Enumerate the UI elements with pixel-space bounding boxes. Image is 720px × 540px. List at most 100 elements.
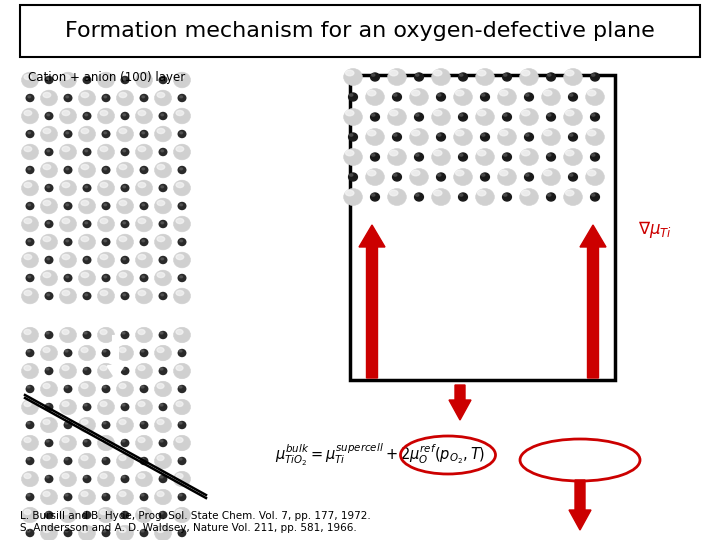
Ellipse shape <box>569 133 577 141</box>
Ellipse shape <box>119 237 127 241</box>
Ellipse shape <box>138 75 145 79</box>
Ellipse shape <box>119 92 127 98</box>
Ellipse shape <box>27 458 30 460</box>
Ellipse shape <box>155 270 171 286</box>
Ellipse shape <box>179 457 186 464</box>
Ellipse shape <box>43 92 50 98</box>
Ellipse shape <box>84 185 91 192</box>
Ellipse shape <box>503 194 507 196</box>
Ellipse shape <box>500 170 508 176</box>
Ellipse shape <box>62 75 70 79</box>
Ellipse shape <box>520 69 539 85</box>
Ellipse shape <box>546 113 555 121</box>
Ellipse shape <box>592 154 595 156</box>
Ellipse shape <box>348 93 357 101</box>
Ellipse shape <box>343 148 362 165</box>
Ellipse shape <box>366 168 384 186</box>
Text: $\mu_{TiO_2}^{bulk} = \mu_{Ti}^{supercell} + 2\mu_O^{ref}(p_{O_2}, T)$: $\mu_{TiO_2}^{bulk} = \mu_{Ti}^{supercel… <box>275 442 485 468</box>
Ellipse shape <box>28 240 30 242</box>
Ellipse shape <box>122 440 125 442</box>
Ellipse shape <box>179 239 186 246</box>
Ellipse shape <box>350 174 353 176</box>
Ellipse shape <box>64 131 72 138</box>
Ellipse shape <box>85 258 88 260</box>
Ellipse shape <box>97 435 114 451</box>
Ellipse shape <box>26 530 34 537</box>
Ellipse shape <box>394 174 397 176</box>
Ellipse shape <box>117 417 133 433</box>
Ellipse shape <box>160 512 163 514</box>
Ellipse shape <box>415 193 423 201</box>
Ellipse shape <box>104 168 107 170</box>
Ellipse shape <box>454 129 472 145</box>
Ellipse shape <box>415 113 423 121</box>
FancyArrow shape <box>449 385 471 420</box>
Ellipse shape <box>43 456 50 461</box>
Ellipse shape <box>85 78 88 80</box>
Ellipse shape <box>27 422 30 424</box>
Ellipse shape <box>135 72 153 88</box>
Ellipse shape <box>97 144 114 160</box>
Ellipse shape <box>140 422 148 429</box>
Ellipse shape <box>521 150 530 156</box>
Ellipse shape <box>65 494 68 496</box>
Ellipse shape <box>415 73 423 81</box>
Ellipse shape <box>117 525 133 540</box>
Ellipse shape <box>45 256 53 264</box>
Ellipse shape <box>24 111 32 116</box>
Ellipse shape <box>142 204 145 206</box>
Ellipse shape <box>588 130 596 136</box>
Ellipse shape <box>104 132 107 134</box>
Ellipse shape <box>174 399 191 415</box>
Ellipse shape <box>84 77 91 84</box>
Ellipse shape <box>78 525 96 540</box>
Ellipse shape <box>24 366 31 370</box>
Ellipse shape <box>119 491 126 496</box>
Ellipse shape <box>121 476 129 483</box>
Ellipse shape <box>179 422 186 429</box>
Ellipse shape <box>476 69 495 85</box>
Ellipse shape <box>40 489 58 505</box>
Ellipse shape <box>117 198 133 214</box>
Ellipse shape <box>104 276 107 278</box>
Ellipse shape <box>174 216 191 232</box>
Ellipse shape <box>60 363 76 379</box>
Ellipse shape <box>415 74 419 76</box>
Ellipse shape <box>438 94 441 96</box>
Ellipse shape <box>544 90 552 96</box>
Ellipse shape <box>60 252 76 268</box>
Ellipse shape <box>348 133 357 141</box>
Ellipse shape <box>138 291 145 295</box>
Ellipse shape <box>570 94 573 96</box>
Ellipse shape <box>24 146 32 152</box>
Ellipse shape <box>503 153 511 161</box>
Ellipse shape <box>592 74 595 76</box>
Ellipse shape <box>40 417 58 433</box>
Ellipse shape <box>85 150 88 152</box>
Ellipse shape <box>372 74 375 76</box>
Ellipse shape <box>476 109 495 125</box>
Ellipse shape <box>103 458 106 460</box>
Ellipse shape <box>141 386 144 388</box>
Ellipse shape <box>348 173 357 181</box>
Ellipse shape <box>476 148 495 165</box>
Ellipse shape <box>157 129 165 133</box>
Ellipse shape <box>157 273 165 278</box>
Ellipse shape <box>47 114 50 116</box>
Ellipse shape <box>155 162 171 178</box>
Ellipse shape <box>433 190 442 196</box>
Ellipse shape <box>179 530 186 537</box>
Ellipse shape <box>433 110 442 116</box>
Ellipse shape <box>65 458 68 460</box>
Ellipse shape <box>174 363 191 379</box>
Ellipse shape <box>477 150 486 156</box>
Ellipse shape <box>433 70 442 76</box>
Ellipse shape <box>179 386 186 393</box>
Ellipse shape <box>43 129 50 133</box>
Ellipse shape <box>570 134 573 136</box>
Ellipse shape <box>62 254 70 260</box>
Ellipse shape <box>24 75 32 79</box>
Ellipse shape <box>47 222 50 224</box>
Ellipse shape <box>78 417 96 433</box>
Ellipse shape <box>117 90 133 106</box>
